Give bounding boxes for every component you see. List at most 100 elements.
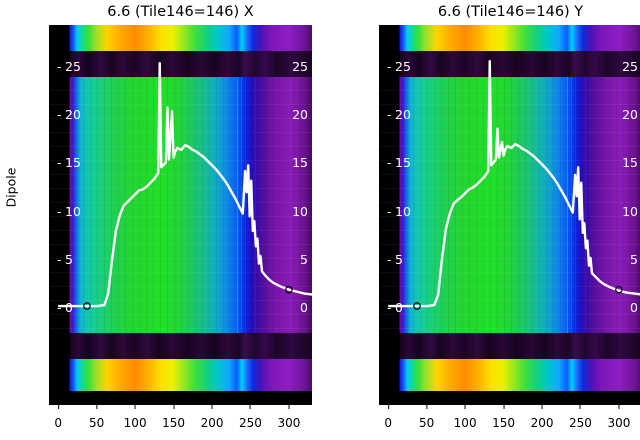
inner-tick-label: 25 xyxy=(65,59,81,74)
inner-y-tick: -5 xyxy=(57,251,73,267)
band-top-bright-x xyxy=(49,25,312,51)
x-tick: 300 xyxy=(277,405,300,431)
x-tick-label: 50 xyxy=(89,416,105,430)
inner-tick-label: 20 xyxy=(292,107,308,123)
x-tick-mark xyxy=(464,405,466,409)
spike-lines-x xyxy=(49,77,312,333)
inner-tick-label: 15 xyxy=(622,155,638,171)
inner-tick-label: 0 xyxy=(300,300,308,315)
x-tick-mark xyxy=(173,405,175,409)
x-tick-mark xyxy=(618,405,620,409)
category-labels-left: OnYOffPONMLKJIHGFEDCBAOffXOn xyxy=(4,25,88,405)
inner-tick-label: 10 xyxy=(292,203,308,219)
inner-tick-label: 25 xyxy=(622,59,638,74)
inner-tick-label: 20 xyxy=(395,107,411,123)
x-tick-mark xyxy=(134,405,136,409)
spike-lines-y xyxy=(379,77,640,333)
x-tick-label: 250 xyxy=(239,416,262,430)
x-tick-mark xyxy=(387,405,389,409)
inner-y-tick: -5 xyxy=(387,251,403,267)
x-tick: 50 xyxy=(419,405,434,431)
inner-y-tick: -15 xyxy=(57,155,81,171)
inner-y-tick: 20 xyxy=(622,107,638,122)
inner-y-tick: 25 xyxy=(292,59,308,74)
x-tick: 0 xyxy=(54,405,62,431)
x-tick-label: 200 xyxy=(200,416,224,430)
inner-y-tick: -25 xyxy=(387,59,411,74)
x-tick: 200 xyxy=(200,405,224,431)
panel-y[interactable]: -25 -20 -15 -10 -5 -0 25 20 15 10 5 0 xyxy=(379,25,640,405)
inner-y-tick: -20 xyxy=(387,107,411,123)
inner-y-tick: 5 xyxy=(630,252,638,267)
band-main-x xyxy=(49,77,312,333)
inner-tick-label: 5 xyxy=(300,251,308,267)
column-texture-x xyxy=(49,77,312,333)
x-tick: 100 xyxy=(454,405,477,431)
band-bottom-dark-y xyxy=(379,333,640,359)
x-tick: 300 xyxy=(607,405,630,431)
inner-tick-label: 15 xyxy=(65,155,81,171)
inner-y-tick: -10 xyxy=(57,203,81,219)
x-tick-mark xyxy=(541,405,543,409)
x-tick-mark xyxy=(288,405,290,409)
inner-y-tick: -0 xyxy=(57,300,73,315)
inner-tick-label: 0 xyxy=(630,300,638,315)
inner-y-tick: 20 xyxy=(292,107,308,122)
x-tick-label: 0 xyxy=(54,416,63,430)
row-texture-y xyxy=(379,77,640,333)
inner-y-tick: 5 xyxy=(300,252,308,267)
inner-tick-label: 15 xyxy=(292,155,308,171)
x-tick-mark xyxy=(249,405,251,409)
inner-y-tick: -10 xyxy=(387,203,411,219)
band-bottom-bright-x xyxy=(49,359,312,391)
inner-y-tick: 10 xyxy=(292,204,308,219)
x-tick: 250 xyxy=(569,405,592,431)
x-axis-right: 0 50 100 150 200 250 300 xyxy=(379,405,640,439)
panel-x[interactable]: -25 -20 -15 -10 -5 -0 25 20 15 10 5 0 xyxy=(49,25,312,405)
panel-title-x: 6.6 (Tile146=146) X xyxy=(107,4,254,20)
x-tick-mark xyxy=(211,405,213,409)
x-tick-label: 0 xyxy=(384,416,393,430)
x-tick: 150 xyxy=(162,405,185,431)
inner-tick-label: 25 xyxy=(395,59,411,74)
x-tick: 150 xyxy=(492,405,515,431)
inner-tick-label: 5 xyxy=(395,251,403,267)
heatmap-y[interactable] xyxy=(379,25,640,405)
band-top-dark-x xyxy=(49,51,312,77)
x-tick-label: 150 xyxy=(492,416,516,430)
inner-y-tick: 25 xyxy=(622,59,638,74)
inner-tick-label: 5 xyxy=(630,251,638,267)
x-tick-mark xyxy=(96,405,98,409)
heatmap-x[interactable] xyxy=(49,25,312,405)
x-tick: 0 xyxy=(384,405,392,431)
inner-y-tick: 15 xyxy=(622,155,638,170)
inner-y-tick: -25 xyxy=(57,59,81,74)
x-tick-label: 50 xyxy=(419,416,435,430)
x-tick-label: 300 xyxy=(607,416,631,430)
panel-title-y: 6.6 (Tile146=146) Y xyxy=(437,4,584,20)
inner-tick-label: 0 xyxy=(65,300,73,315)
x-tick-label: 200 xyxy=(530,416,554,430)
inner-y-tick: -0 xyxy=(387,300,403,315)
x-tick-label: 250 xyxy=(569,416,592,430)
inner-tick-label: 5 xyxy=(65,251,73,267)
x-tick-label: 150 xyxy=(162,416,186,430)
x-tick: 100 xyxy=(124,405,147,431)
inner-tick-label: 15 xyxy=(395,155,411,171)
inner-y-tick: 0 xyxy=(300,300,308,315)
x-axis-left: 0 50 100 150 200 250 300 xyxy=(49,405,312,439)
inner-y-tick: 0 xyxy=(630,300,638,315)
band-top-bright-y xyxy=(379,25,640,51)
x-tick-mark xyxy=(57,405,59,409)
inner-y-tick: 15 xyxy=(292,155,308,170)
inner-tick-label: 10 xyxy=(622,203,638,219)
inner-y-tick: -15 xyxy=(387,155,411,171)
inner-tick-label: 25 xyxy=(292,59,308,74)
x-tick-mark xyxy=(426,405,428,409)
column-texture-y xyxy=(379,77,640,333)
x-tick: 50 xyxy=(89,405,104,431)
x-tick-label: 300 xyxy=(277,416,301,430)
inner-y-tick: 10 xyxy=(622,204,638,219)
band-top-dark-y xyxy=(379,51,640,77)
